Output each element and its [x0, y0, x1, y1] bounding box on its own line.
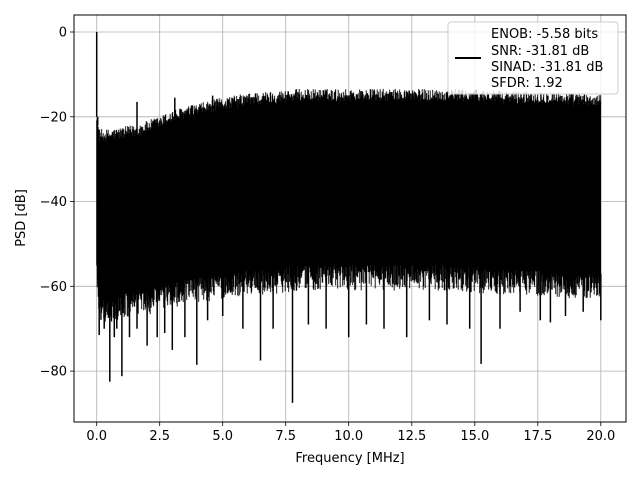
y-tick-label: 0 [59, 26, 67, 41]
series-psd [95, 32, 602, 403]
legend-sinad-text: SINAD: -31.81 dB [491, 60, 603, 75]
legend-snr-text: SNR: -31.81 dB [491, 44, 589, 59]
x-tick-label: 15.0 [460, 429, 489, 444]
y-axis-label: PSD [dB] [14, 189, 29, 247]
x-tick-label: 10.0 [334, 429, 363, 444]
y-axis: 0 −20 −40 −60 −80 [40, 26, 74, 380]
legend-sfdr-text: SFDR: 1.92 [491, 76, 563, 91]
x-axis-label: Frequency [MHz] [295, 451, 404, 466]
y-tick-label: −60 [40, 280, 67, 295]
y-tick-label: −20 [40, 110, 67, 125]
y-tick-label: −40 [40, 195, 67, 210]
x-tick-label: 7.5 [275, 429, 296, 444]
psd-noise-band [96, 88, 602, 322]
x-axis: 0.0 2.5 5.0 7.5 10.0 12.5 15.0 17.5 20.0 [86, 422, 615, 444]
x-tick-label: 2.5 [149, 429, 170, 444]
x-tick-label: 5.0 [212, 429, 233, 444]
legend-enob-text: ENOB: -5.58 bits [491, 27, 598, 42]
legend: ENOB: -5.58 bits SNR: -31.81 dB SINAD: -… [447, 21, 619, 95]
x-tick-label: 17.5 [523, 429, 552, 444]
legend-box [447, 21, 619, 95]
x-tick-label: 20.0 [586, 429, 615, 444]
x-tick-label: 0.0 [86, 429, 107, 444]
y-tick-label: −80 [40, 365, 67, 380]
x-tick-label: 12.5 [397, 429, 426, 444]
plot-frame [73, 14, 627, 423]
